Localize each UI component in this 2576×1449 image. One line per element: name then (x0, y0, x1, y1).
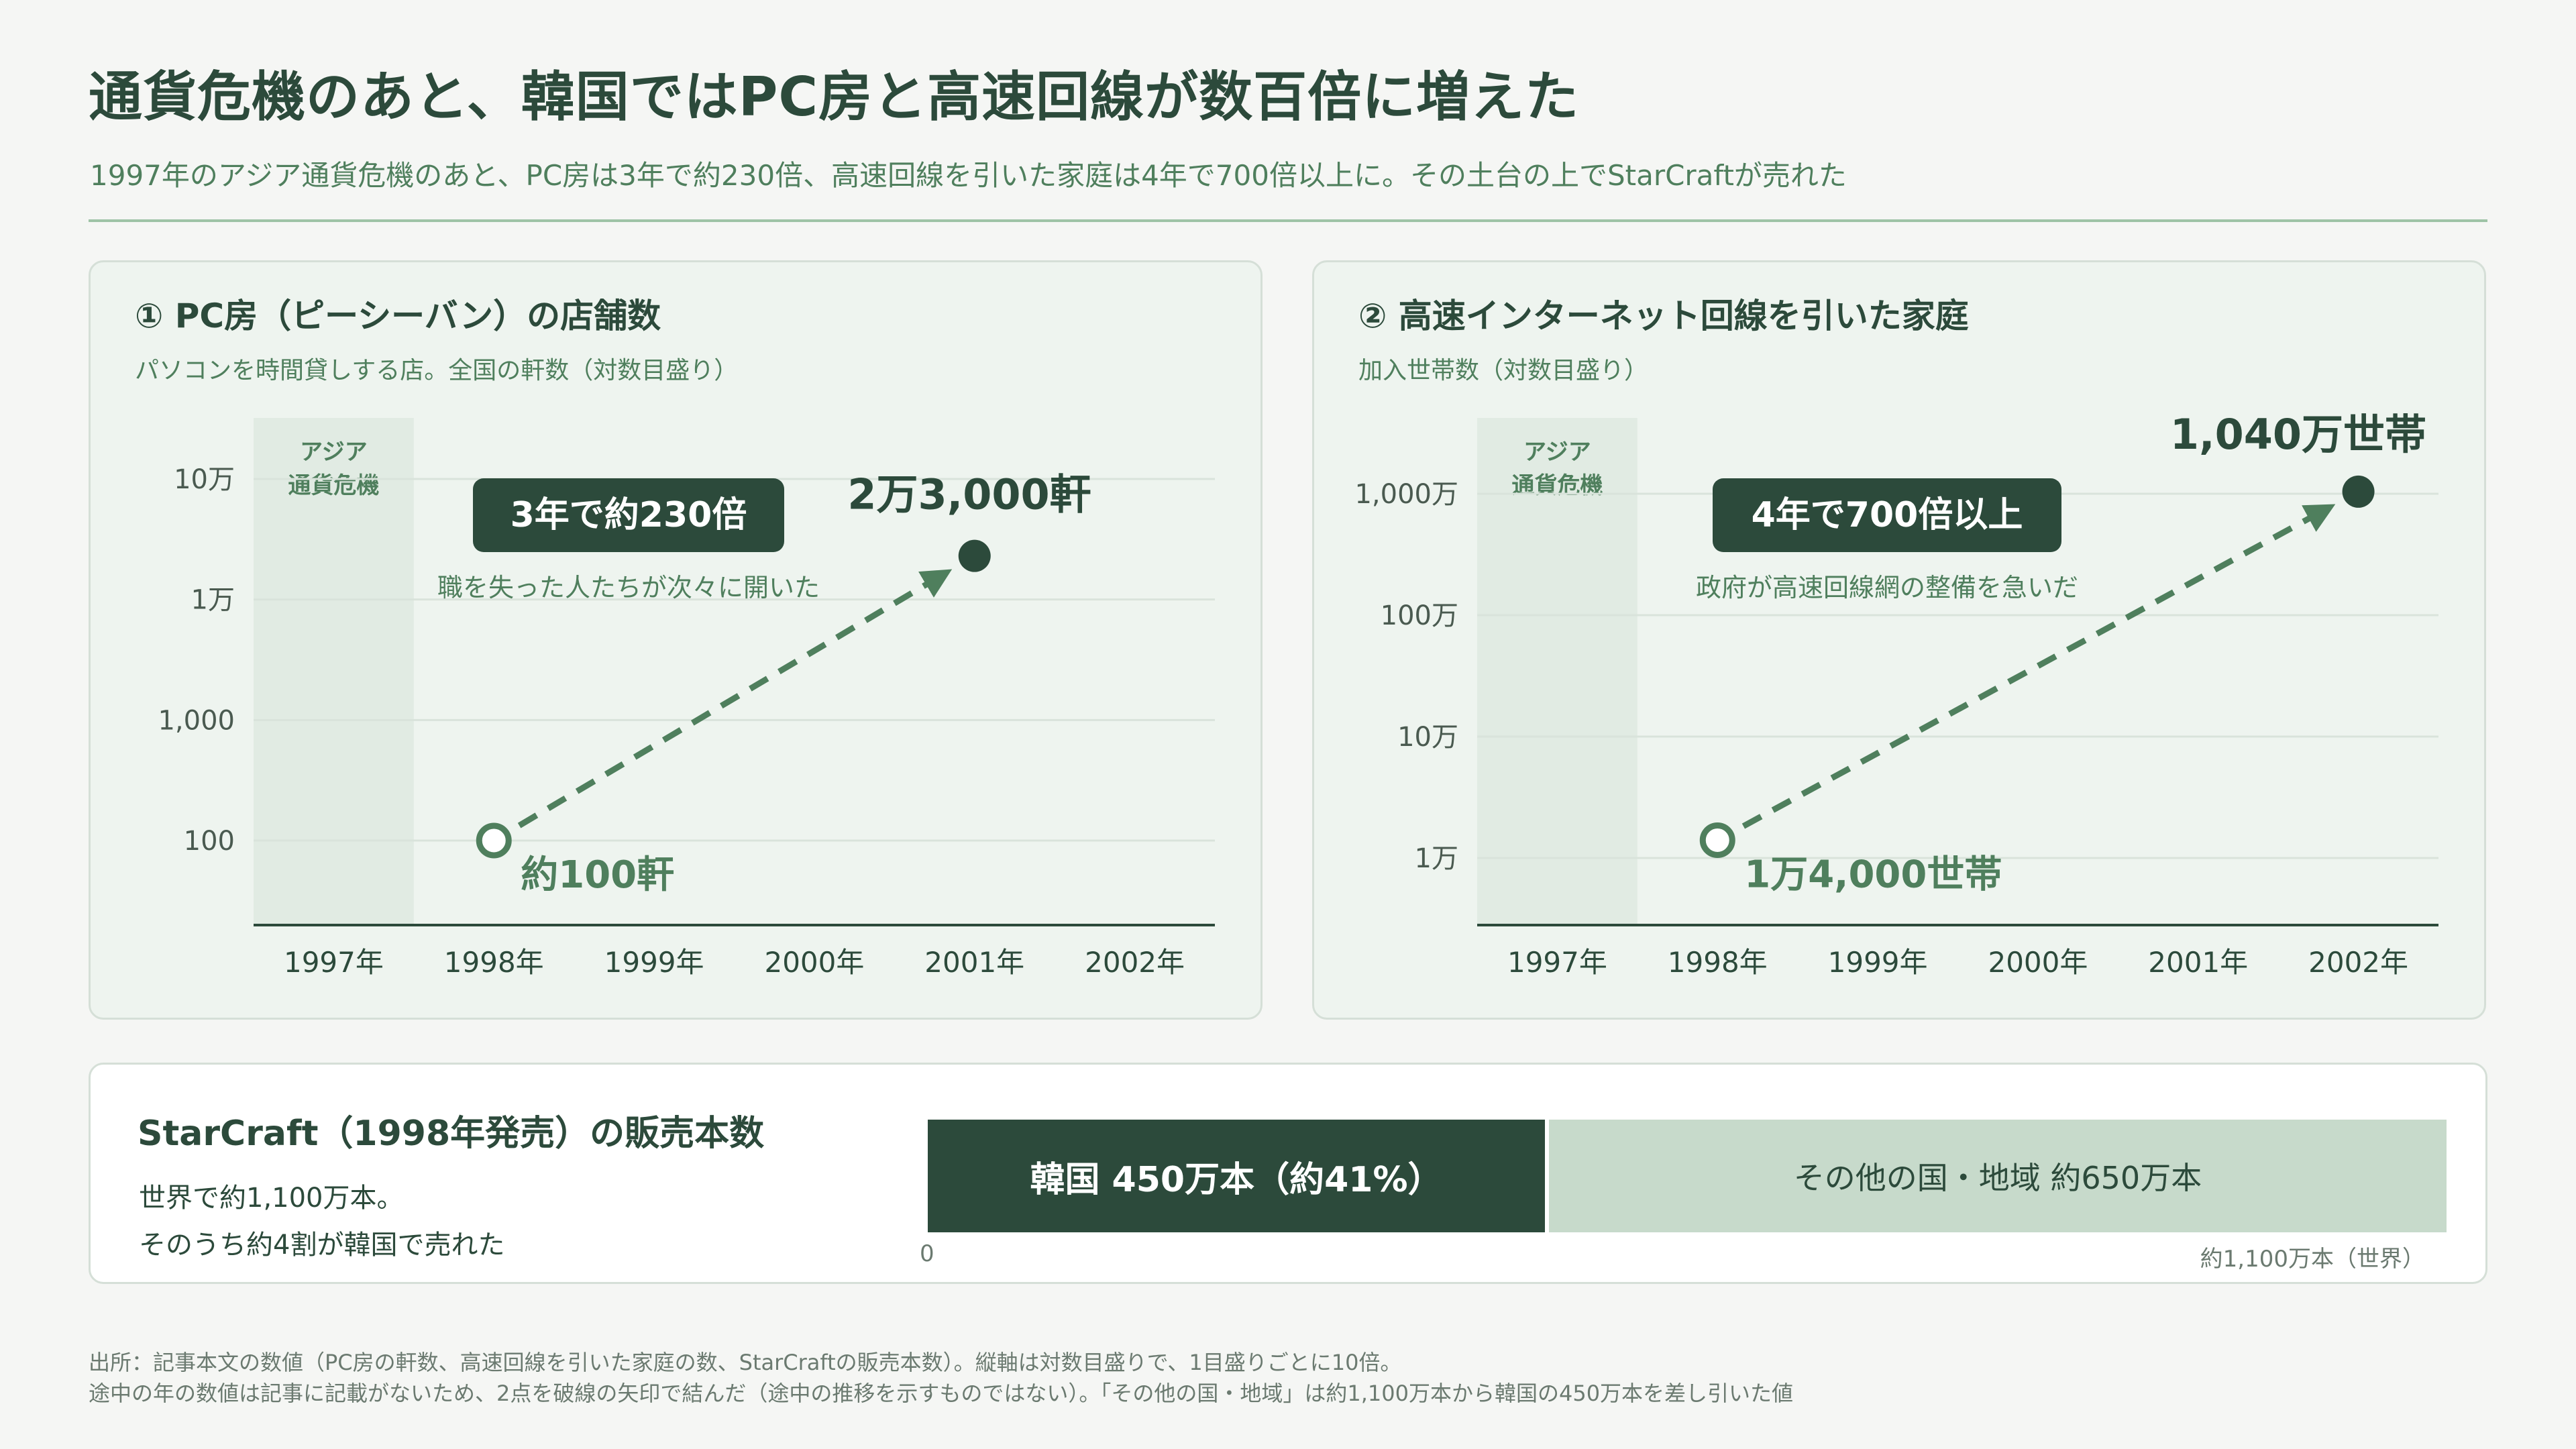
x-tick-label: 2002年 (1085, 946, 1185, 979)
x-tick-label: 1998年 (1668, 946, 1768, 979)
growth-note: 政府が高速回線網の整備を急いだ (1696, 573, 2078, 602)
start-point (476, 822, 512, 859)
x-tick-label: 2002年 (2308, 946, 2408, 979)
y-tick-label: 1万 (191, 585, 235, 616)
end-point-label: 1,040万世帯 (2170, 410, 2426, 459)
panel-title: ② 高速インターネット回線を引いた家庭 (1358, 297, 1969, 335)
end-point (2342, 475, 2375, 508)
broadband-chart-panel: ② 高速インターネット回線を引いた家庭 加入世帯数（対数目盛り） アジア通貨危機… (1312, 260, 2486, 1020)
y-tick-label: 100 (184, 826, 235, 857)
broadband-chart: アジア通貨危機 1万 10万 100万 1,000万 1997年 1998年 1999年 200… (1354, 410, 2438, 979)
start-point (1699, 822, 1735, 859)
x-tick-label: 1999年 (604, 946, 704, 979)
trend-arrow (1741, 504, 2336, 829)
sales-description-line2: そのうち約4割が韓国で売れた (139, 1230, 505, 1260)
page-subtitle: 1997年のアジア通貨危機のあと、PC房は3年で約230倍、高速回線を引いた家庭… (90, 159, 1847, 192)
crisis-label-line1: アジア (300, 439, 368, 466)
starcraft-sales-panel: StarCraft（1998年発売）の販売本数 世界で約1,100万本。 そのう… (89, 1063, 2487, 1284)
end-point (958, 539, 991, 572)
crisis-label-line2: 通貨危機 (1511, 472, 1603, 499)
pc-bang-chart-panel: ① PC房（ピーシーバン）の店舗数 パソコンを時間貸しする店。全国の軒数（対数目… (89, 260, 1263, 1020)
sales-title: StarCraft（1998年発売）の販売本数 (138, 1114, 765, 1154)
x-tick-label: 2001年 (924, 946, 1024, 979)
crisis-label-line1: アジア (1523, 439, 1591, 466)
crisis-band (1477, 418, 1638, 925)
x-tick-label: 1998年 (444, 946, 544, 979)
panel-subtitle: パソコンを時間貸しする店。全国の軒数（対数目盛り） (135, 357, 739, 384)
crisis-label-line2: 通貨危機 (288, 472, 379, 499)
y-tick-label: 1万 (1415, 843, 1458, 874)
y-tick-label: 100万 (1381, 600, 1458, 631)
growth-badge-text: 3年で約230倍 (511, 495, 747, 535)
korea-sales-label: 韓国 450万本（約41%） (1030, 1159, 1443, 1200)
x-tick-label: 2001年 (2148, 946, 2248, 979)
panel-title: ① PC房（ピーシーバン）の店舗数 (135, 297, 661, 335)
trend-arrow (517, 569, 953, 828)
x-tick-label: 2000年 (764, 946, 864, 979)
x-tick-label: 1997年 (284, 946, 384, 979)
growth-badge (1713, 478, 2061, 552)
footnote-2: 途中の年の数値は記事に記載がないため、2点を破線の矢印で結んだ（途中の推移を示す… (89, 1381, 1794, 1406)
x-tick-label: 1997年 (1507, 946, 1607, 979)
y-tick-label: 10万 (1397, 722, 1458, 753)
growth-badge (473, 478, 784, 552)
other-sales-bar: その他の国・地域 約650万本 (1549, 1120, 2447, 1232)
other-sales-label: その他の国・地域 約650万本 (1793, 1160, 2202, 1196)
end-point-label: 2万3,000軒 (847, 470, 1091, 519)
pc-bang-chart: アジア通貨危機 100 1,000 1万 10万 1997年 1998年 1999年 2000年… (158, 418, 1215, 979)
header-divider (89, 219, 2487, 222)
panel-subtitle: 加入世帯数（対数目盛り） (1358, 357, 1649, 384)
y-tick-label: 1,000 (158, 705, 235, 736)
page-title: 通貨危機のあと、韓国ではPC房と高速回線が数百倍に増えた (89, 66, 1580, 128)
footnote-1: 出所：記事本文の数値（PC房の軒数、高速回線を引いた家庭の数、StarCraft… (89, 1350, 1402, 1375)
start-point-label: 1万4,000世帯 (1744, 853, 2002, 897)
bar-axis-zero: 0 (920, 1240, 934, 1267)
bar-axis-total: 約1,100万本（世界） (2200, 1246, 2425, 1273)
growth-badge-text: 4年で700倍以上 (1752, 495, 2023, 535)
y-tick-label: 10万 (174, 464, 235, 495)
start-point-label: 約100軒 (521, 853, 674, 897)
x-tick-label: 1999年 (1828, 946, 1928, 979)
growth-note: 職を失った人たちが次々に開いた (437, 573, 820, 602)
x-tick-label: 2000年 (1988, 946, 2088, 979)
sales-description-line1: 世界で約1,100万本。 (139, 1183, 404, 1214)
y-tick-label: 1,000万 (1354, 479, 1458, 510)
korea-sales-bar: 韓国 450万本（約41%） (928, 1120, 1545, 1232)
